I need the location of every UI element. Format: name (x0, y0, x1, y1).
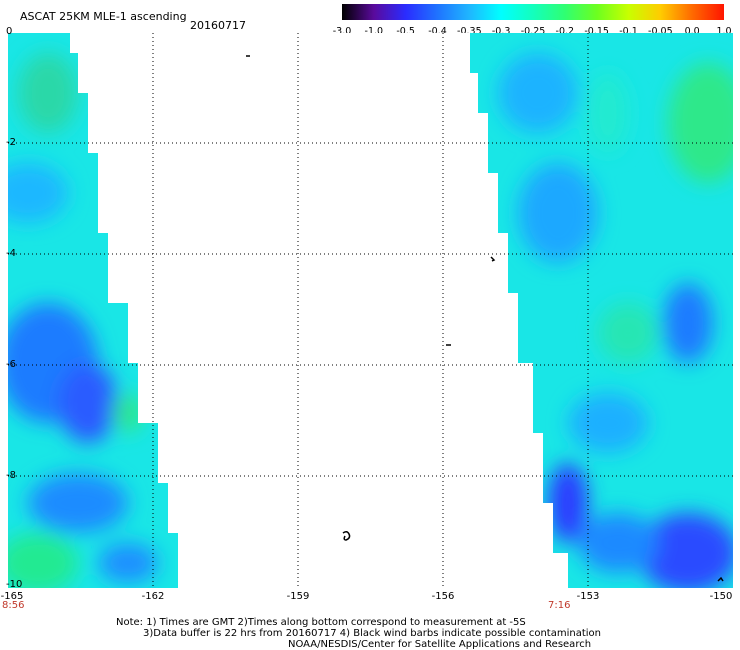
note-line-2: 3)Data buffer is 22 hrs from 20160717 4)… (143, 628, 601, 639)
note-line-3: NOAA/NESDIS/Center for Satellite Applica… (288, 639, 592, 650)
colorbar-label: -0.1 (619, 26, 638, 37)
colorbar-label: -0.05 (648, 26, 673, 37)
colorbar-label: -0.2 (555, 26, 575, 37)
time-left: 8:56 (2, 600, 25, 611)
lon-label-165: -165 (0, 591, 24, 602)
colorbar-label: 1.0 (716, 26, 732, 37)
colorbar-gradient (342, 4, 724, 20)
lon-label-156: -156 (431, 591, 455, 602)
right-swath (470, 33, 733, 588)
wind-barbs (246, 55, 724, 582)
lon-label-159: -159 (286, 591, 310, 602)
swath-map (8, 33, 733, 588)
colorbar-label: -0.15 (584, 26, 609, 37)
colorbar-label: -0.25 (520, 26, 546, 37)
lat-label-6: -6 (6, 359, 16, 370)
lat-label-8: -8 (6, 470, 16, 481)
lat-label-2: -2 (6, 137, 16, 148)
colorbar-label: -0.4 (428, 26, 447, 37)
colorbar-label: 0.0 (684, 26, 700, 37)
lat-label-0: 0 (6, 26, 13, 37)
lon-label-153: -153 (576, 591, 600, 602)
lon-label-162: -162 (141, 591, 165, 602)
colorbar-label: -0.3 (491, 26, 511, 37)
colorbar-label: -3.0 (332, 26, 352, 37)
colorbar-label: -1.0 (364, 26, 384, 37)
note-line-1: Note: 1) Times are GMT 2)Times along bot… (116, 617, 526, 628)
colorbar-label: -0.5 (396, 26, 415, 37)
lat-label-10: -10 (6, 579, 23, 590)
left-swath (8, 33, 178, 588)
lon-label-150: -150 (709, 591, 733, 602)
colorbar-label: -0.35 (457, 26, 482, 37)
time-right: 7:16 (548, 600, 571, 611)
lat-label-4: -4 (6, 248, 16, 259)
map-title: ASCAT 25KM MLE-1 ascending (20, 10, 187, 23)
grid-lines (8, 33, 733, 588)
map-date: 20160717 (190, 19, 246, 32)
colorbar (342, 4, 724, 20)
